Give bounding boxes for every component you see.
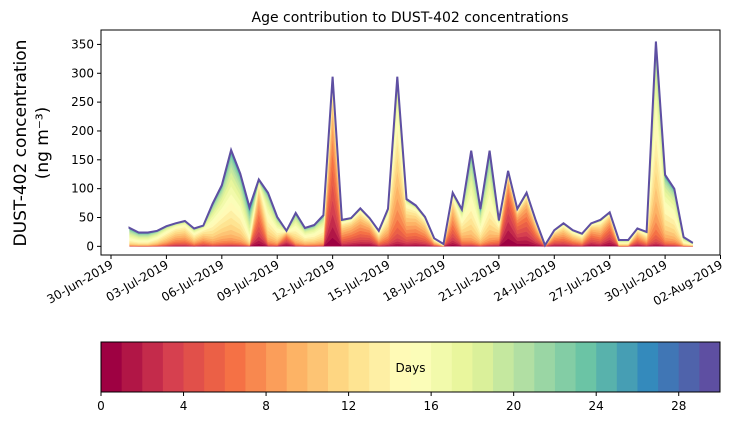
- age-bands: [128, 41, 694, 248]
- colorbar-tick-label: 24: [589, 399, 604, 413]
- colorbar-cell-day-15: [410, 342, 432, 392]
- y-tick-label: 250: [71, 95, 94, 109]
- colorbar-tick-label: 0: [97, 399, 105, 413]
- colorbar-cell-day-12: [348, 342, 370, 392]
- colorbar-cell-day-23: [575, 342, 597, 392]
- colorbar-cell-day-3: [162, 342, 185, 392]
- colorbar-tick-label: 28: [671, 399, 686, 413]
- chart-title: Age contribution to DUST-402 concentrati…: [252, 10, 569, 26]
- colorbar-cell-day-25: [616, 342, 638, 392]
- colorbar-label: Days: [396, 361, 426, 375]
- colorbar-cell-day-8: [266, 342, 288, 392]
- y-tick-label: 300: [71, 66, 94, 80]
- colorbar-cell-day-2: [142, 342, 164, 392]
- colorbar-cell-day-22: [554, 342, 577, 392]
- plot-frame: [100, 29, 721, 256]
- colorbar-cell-day-7: [245, 342, 267, 392]
- colorbar: Days 0 4 8 12 16 20 24 28: [97, 341, 721, 413]
- colorbar-cell-day-27: [658, 342, 680, 392]
- colorbar-cell-day-16: [431, 342, 453, 392]
- colorbar-tick-label: 12: [341, 399, 356, 413]
- colorbar-cell-day-1: [121, 342, 143, 392]
- age-band-day-29: [128, 41, 694, 248]
- x-tick-label: 18-Jul-2019: [381, 257, 448, 304]
- colorbar-cell-day-29: [699, 342, 721, 392]
- colorbar-cell-day-5: [204, 342, 226, 392]
- y-tick-label: 200: [71, 124, 94, 138]
- colorbar-cell-day-17: [451, 342, 473, 392]
- x-tick-label: 03-Jul-2019: [104, 257, 171, 304]
- colorbar-cell-day-14: [389, 342, 411, 392]
- colorbar-cell-day-4: [183, 342, 205, 392]
- colorbar-cell-day-6: [224, 342, 246, 392]
- y-axis-unit-label: (ng m⁻³): [33, 107, 53, 180]
- y-tick-label: 0: [86, 239, 94, 253]
- colorbar-cell-day-0: [101, 342, 123, 392]
- colorbar-cell-day-10: [307, 342, 329, 392]
- colorbar-cell-day-20: [513, 342, 535, 392]
- colorbar-tick-label: 4: [180, 399, 188, 413]
- x-tick-label: 21-Jul-2019: [436, 257, 503, 304]
- colorbar-cell-day-26: [637, 342, 659, 392]
- y-tick-label: 150: [71, 153, 94, 167]
- x-tick-label: 12-Jul-2019: [270, 257, 337, 304]
- colorbar-tick-label: 16: [423, 399, 438, 413]
- colorbar-cell-day-13: [369, 342, 391, 392]
- colorbar-cell-day-11: [327, 342, 350, 392]
- x-tick-label: 24-Jul-2019: [491, 257, 558, 304]
- colorbar-cell-day-21: [534, 342, 556, 392]
- colorbar-cell-day-24: [596, 342, 618, 392]
- x-tick-label: 30-Jun-2019: [45, 257, 116, 306]
- x-tick-label: 27-Jul-2019: [547, 257, 614, 304]
- x-tick-label: 09-Jul-2019: [214, 257, 281, 304]
- colorbar-cell-day-19: [493, 342, 515, 392]
- y-axis-label: DUST-402 concentration: [11, 40, 31, 247]
- colorbar-tick-label: 8: [262, 399, 270, 413]
- colorbar-tick-label: 20: [506, 399, 521, 413]
- y-tick-label: 100: [71, 182, 94, 196]
- x-tick-label: 15-Jul-2019: [325, 257, 392, 304]
- y-tick-label: 350: [71, 37, 94, 51]
- colorbar-cell-day-18: [472, 342, 494, 392]
- colorbar-cell-day-28: [678, 342, 700, 392]
- x-tick-label: 06-Jul-2019: [159, 257, 226, 304]
- y-tick-label: 50: [79, 211, 94, 225]
- colorbar-cell-day-9: [286, 342, 308, 392]
- axes: 0 50 100 150 200 250 300 350 30-Jun-201903-Jul-2…: [45, 37, 726, 308]
- colorbar-frame: [100, 341, 721, 393]
